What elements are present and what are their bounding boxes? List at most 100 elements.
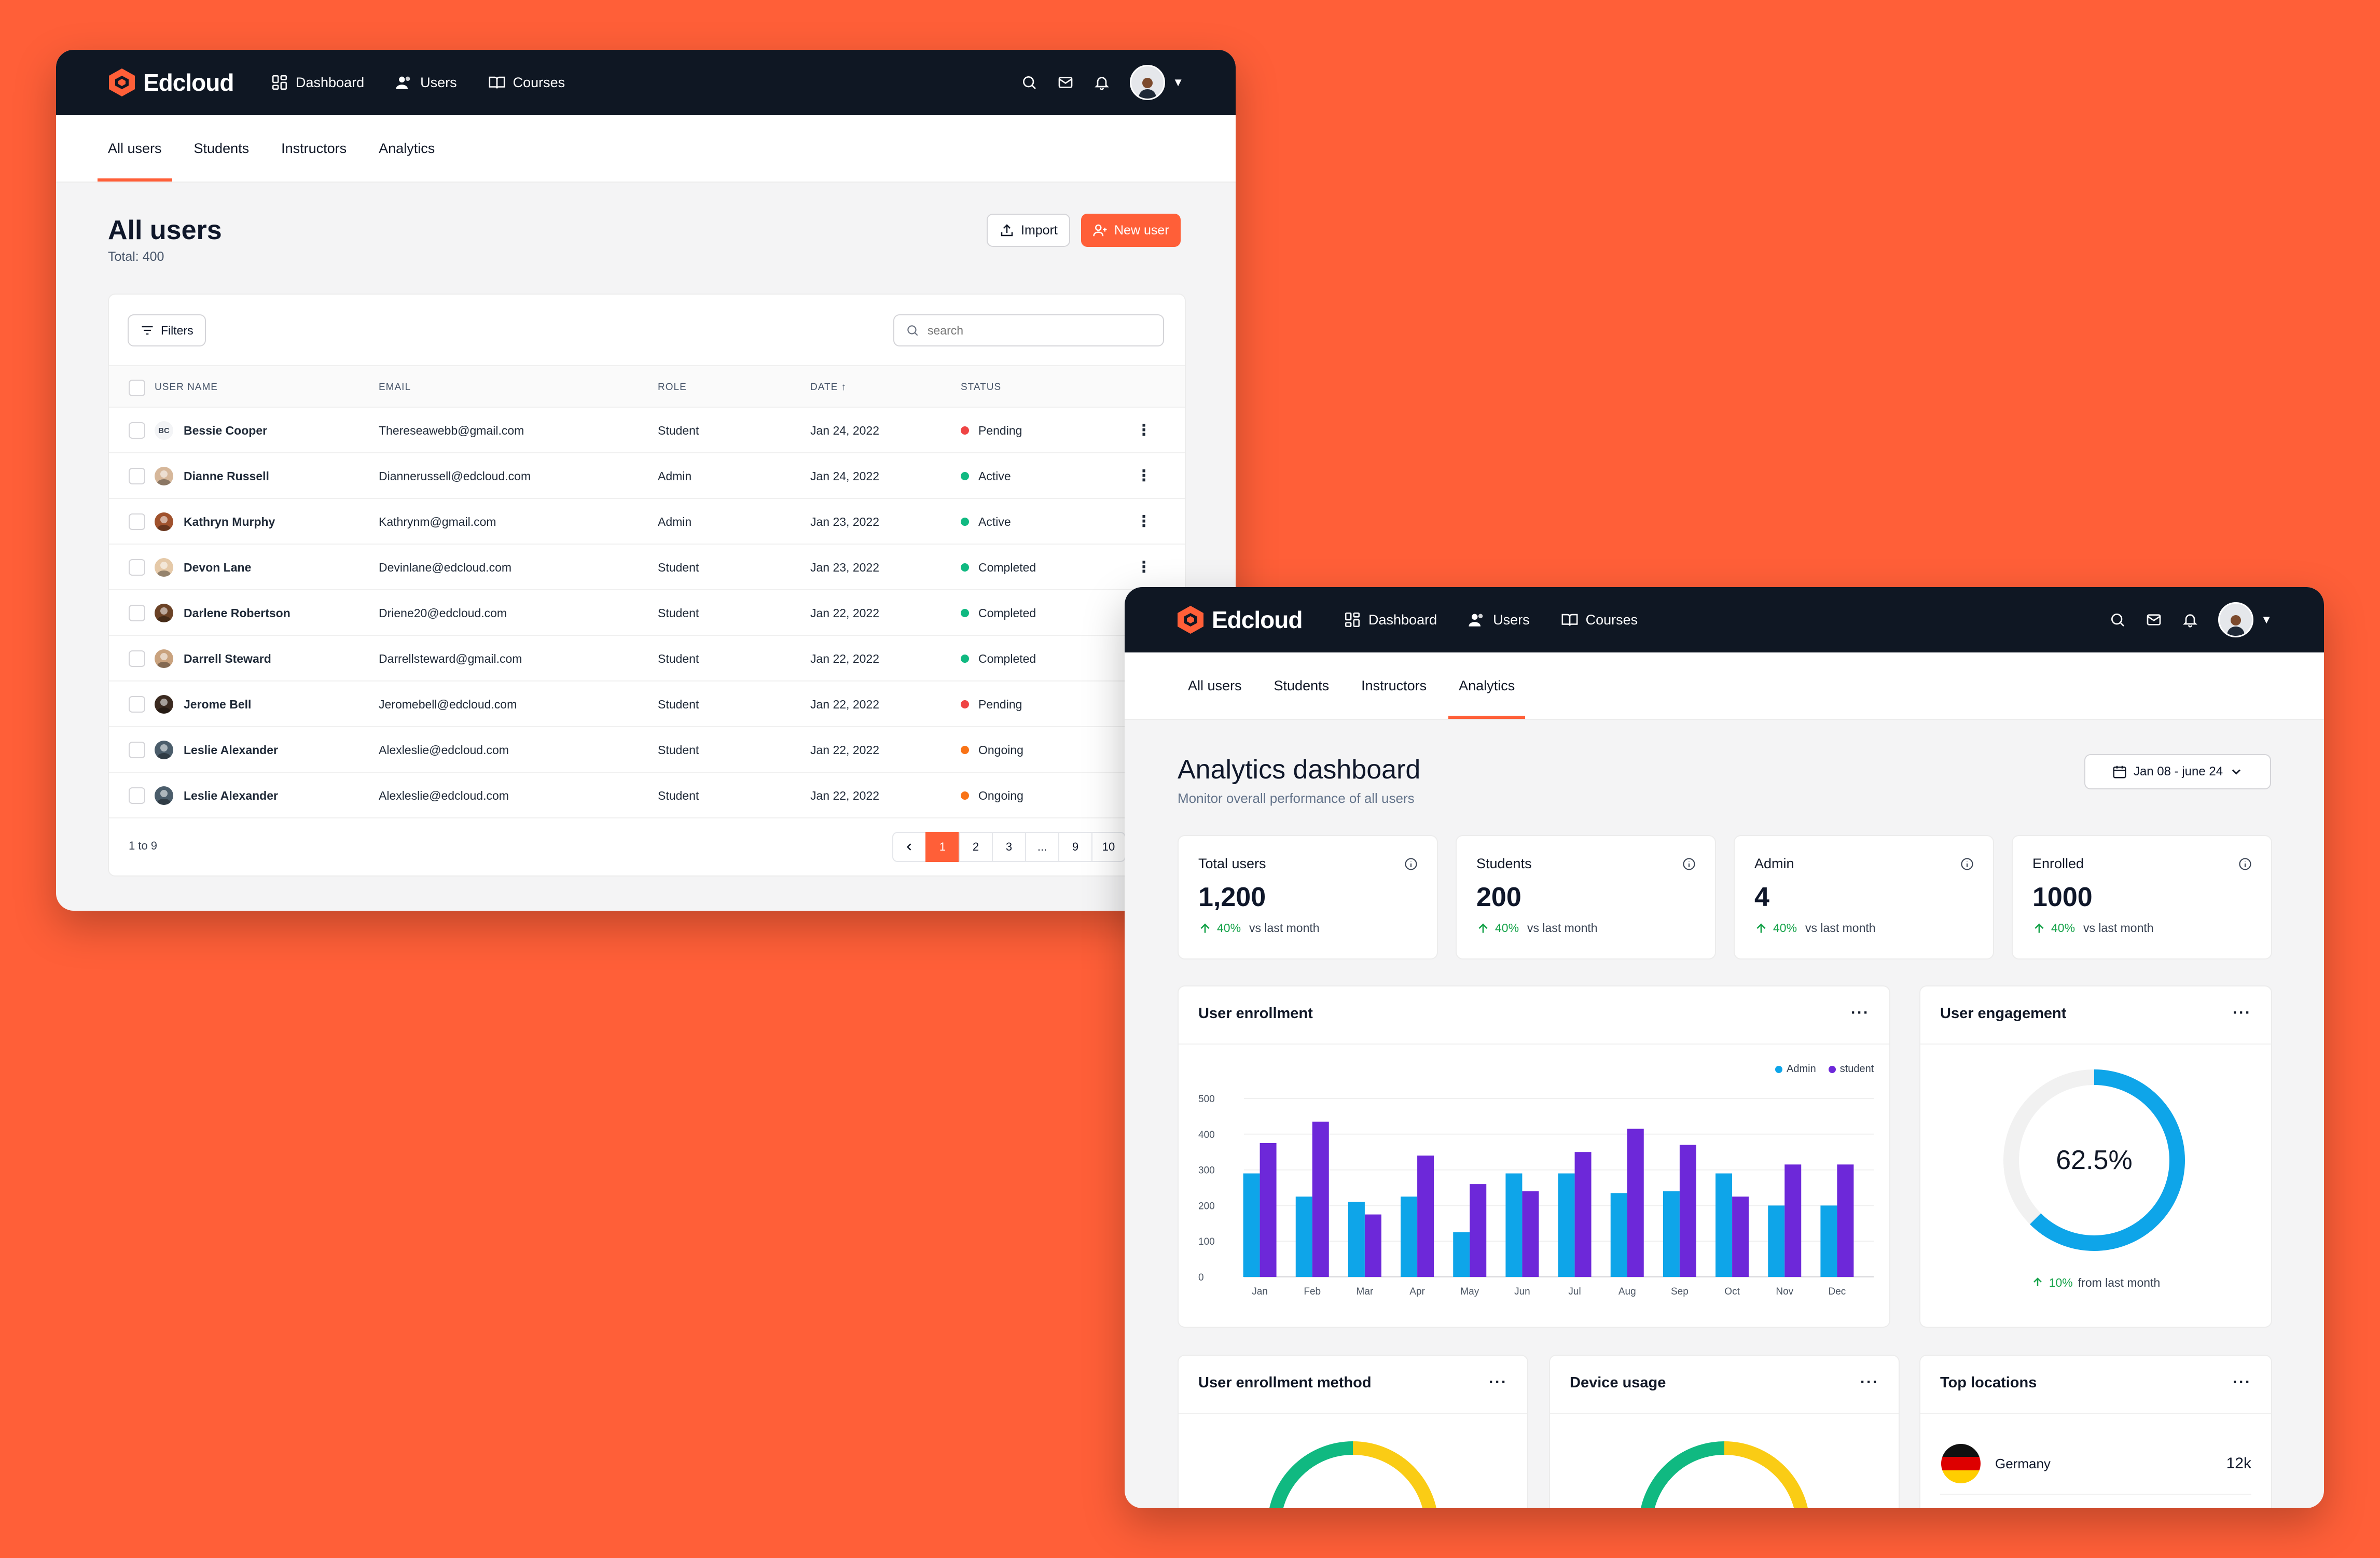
nav-courses[interactable]: Courses [488, 74, 565, 91]
info-icon[interactable] [1682, 857, 1696, 871]
topbar-tools: ▼ [2109, 587, 2272, 652]
import-button[interactable]: Import [987, 214, 1070, 247]
nav-users[interactable]: Users [1468, 611, 1530, 629]
table-row[interactable]: Dianne Russell Diannerussell@edcloud.com A… [109, 452, 1185, 499]
page-button[interactable]: 9 [1058, 832, 1092, 862]
user-avatar[interactable] [1130, 65, 1166, 100]
row-checkbox[interactable] [129, 742, 145, 758]
row-menu-icon[interactable]: ⋮ [1136, 467, 1152, 484]
tab-instructors[interactable]: Instructors [1361, 677, 1427, 693]
search-icon[interactable] [1021, 74, 1037, 91]
bar-student-feb [1312, 1121, 1329, 1277]
tab-all-users[interactable]: All users [98, 115, 172, 182]
chart-legend: Admin student [1775, 1063, 1874, 1075]
table-row[interactable]: Darrell Steward Darrellsteward@gmail.com S… [109, 635, 1185, 681]
users-window: Edcloud Dashboard Users Courses ▼ [56, 50, 1236, 911]
table-row[interactable]: Leslie Alexander Alexleslie@edcloud.com St… [109, 726, 1185, 773]
status-dot [961, 426, 969, 435]
user-avatar[interactable] [2218, 602, 2254, 637]
germany-flag-icon [1941, 1444, 1981, 1483]
page-button[interactable]: 10 [1091, 832, 1126, 862]
user-name: Leslie Alexander [184, 788, 278, 802]
stat-card: Admin 4 40% vs last month [1734, 835, 1994, 959]
mail-icon[interactable] [1057, 74, 1074, 91]
legend-student-swatch [1828, 1065, 1836, 1073]
tab-students[interactable]: Students [1274, 677, 1330, 693]
tab-analytics[interactable]: Analytics [379, 140, 435, 156]
info-icon[interactable] [2238, 857, 2252, 871]
page-button[interactable]: 1 [925, 832, 960, 862]
nav-courses[interactable]: Courses [1561, 611, 1638, 629]
more-options-icon[interactable]: ··· [1851, 1004, 1870, 1021]
engagement-card: User engagement ··· 62.5% 10% from last … [1919, 985, 2272, 1328]
pagination: 1 2 3... 9 10 [892, 832, 1126, 862]
nav-users[interactable]: Users [395, 74, 457, 91]
row-checkbox[interactable] [129, 422, 145, 439]
table-row[interactable]: Devon Lane Devinlane@edcloud.com Student Ja… [109, 544, 1185, 590]
chevron-down-icon[interactable]: ▼ [2261, 613, 2272, 626]
user-date: Jan 22, 2022 [810, 651, 880, 665]
info-icon[interactable] [1960, 857, 1974, 871]
search-box [893, 314, 1164, 346]
date-range-picker[interactable]: Jan 08 - june 24 [2084, 754, 2271, 789]
row-menu-icon[interactable]: ⋮ [1136, 559, 1152, 576]
bell-icon[interactable] [2182, 611, 2198, 628]
row-checkbox[interactable] [129, 513, 145, 530]
tab-students[interactable]: Students [193, 140, 250, 156]
row-checkbox[interactable] [129, 650, 145, 667]
status-badge: Completed [961, 652, 1036, 666]
tab-instructors[interactable]: Instructors [281, 140, 347, 156]
user-role: Student [658, 560, 699, 574]
tab-analytics[interactable]: Analytics [1448, 652, 1526, 719]
select-all-checkbox[interactable] [129, 380, 145, 396]
table-row[interactable]: Darlene Robertson Driene20@edcloud.com Stu… [109, 589, 1185, 636]
more-options-icon[interactable]: ··· [1489, 1373, 1507, 1390]
new-user-button[interactable]: New user [1081, 214, 1181, 247]
search-input[interactable] [926, 323, 1146, 338]
prev-page-button[interactable] [892, 832, 926, 862]
tab-all-users[interactable]: All users [1188, 677, 1242, 693]
user-date: Jan 22, 2022 [810, 788, 880, 802]
row-menu-icon[interactable]: ⋮ [1136, 513, 1152, 530]
main-nav: Dashboard Users Courses [271, 50, 565, 115]
row-menu-icon[interactable]: ⋮ [1136, 422, 1152, 439]
nav-dashboard[interactable]: Dashboard [271, 74, 364, 91]
brand-logo[interactable]: Edcloud [108, 50, 234, 115]
col-date[interactable]: DATE ↑ [810, 382, 847, 393]
row-checkbox[interactable] [129, 468, 145, 484]
row-checkbox[interactable] [129, 605, 145, 621]
table-row[interactable]: Leslie Alexander Alexleslie@edcloud.com St… [109, 772, 1185, 818]
row-checkbox[interactable] [129, 787, 145, 804]
sub-nav: All users Students Instructors Analytics [56, 115, 1236, 183]
table-row[interactable]: Jerome Bell Jeromebell@edcloud.com Student… [109, 680, 1185, 727]
user-role: Student [658, 606, 699, 620]
enrollment-method-donut [1269, 1441, 1436, 1508]
more-options-icon[interactable]: ··· [2233, 1373, 2251, 1390]
table-row[interactable]: BC Bessie Cooper Thereseawebb@gmail.com Stu… [109, 407, 1185, 453]
search-icon[interactable] [2109, 611, 2126, 628]
brand-logo[interactable]: Edcloud [1177, 587, 1303, 652]
more-options-icon[interactable]: ··· [1860, 1373, 1879, 1390]
table-row[interactable]: Kathryn Murphy Kathrynm@gmail.com Admin Jan… [109, 498, 1185, 545]
filters-button[interactable]: Filters [128, 314, 206, 346]
chevron-down-icon[interactable]: ▼ [1172, 76, 1184, 89]
mail-icon[interactable] [2146, 611, 2162, 628]
status-badge: Ongoing [961, 743, 1023, 757]
x-tick-label: Jun [1514, 1286, 1530, 1297]
page-button[interactable]: 3 [992, 832, 1026, 862]
y-tick-label: 0 [1198, 1272, 1204, 1283]
page-button[interactable]: 2 [959, 832, 993, 862]
row-checkbox[interactable] [129, 559, 145, 576]
more-options-icon[interactable]: ··· [2233, 1004, 2251, 1021]
bar-admin-oct [1715, 1173, 1733, 1277]
stat-card: Enrolled 1000 40% vs last month [2012, 835, 2272, 959]
row-checkbox[interactable] [129, 696, 145, 713]
nav-dashboard[interactable]: Dashboard [1344, 611, 1437, 629]
info-icon[interactable] [1404, 857, 1418, 871]
user-date: Jan 24, 2022 [810, 423, 880, 437]
user-role: Student [658, 651, 699, 665]
user-email: Diannerussell@edcloud.com [379, 469, 531, 483]
bell-icon[interactable] [1094, 74, 1110, 91]
location-item[interactable]: Germany 12k [1940, 1443, 2251, 1484]
page-button[interactable]: ... [1025, 832, 1059, 862]
